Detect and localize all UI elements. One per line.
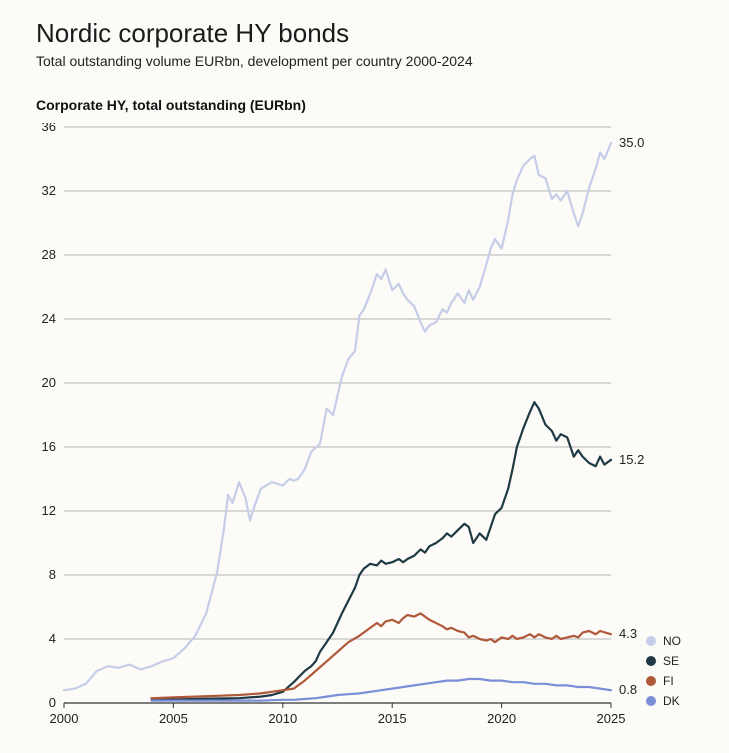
y-tick-label: 8 bbox=[49, 567, 56, 582]
legend-swatch bbox=[646, 676, 656, 686]
x-tick-label: 2010 bbox=[268, 711, 297, 726]
page-root: Nordic corporate HY bonds Total outstand… bbox=[0, 0, 729, 753]
legend-label: NO bbox=[663, 634, 681, 648]
y-tick-label: 28 bbox=[42, 247, 56, 262]
y-tick-label: 32 bbox=[42, 183, 56, 198]
y-tick-label: 12 bbox=[42, 503, 56, 518]
y-tick-label: 24 bbox=[42, 311, 56, 326]
x-tick-label: 2025 bbox=[597, 711, 626, 726]
legend-label: DK bbox=[663, 694, 680, 708]
y-tick-label: 16 bbox=[42, 439, 56, 454]
line-chart: 0 4 8 12 16 20 24 28 32 36 2000 2005 2010 2015 2020 202… bbox=[36, 123, 693, 733]
legend-swatch bbox=[646, 696, 656, 706]
end-label-NO: 35.0 bbox=[619, 135, 644, 150]
page-title: Nordic corporate HY bonds bbox=[36, 18, 693, 49]
x-tick-label: 2000 bbox=[50, 711, 79, 726]
y-tick-label: 0 bbox=[49, 695, 56, 710]
y-tick-label: 20 bbox=[42, 375, 56, 390]
chart-area: 0 4 8 12 16 20 24 28 32 36 2000 2005 2010 2015 2020 202… bbox=[36, 123, 693, 733]
x-tick-label: 2015 bbox=[378, 711, 407, 726]
legend-label: SE bbox=[663, 654, 679, 668]
series-FI bbox=[152, 613, 612, 698]
end-label-SE: 15.2 bbox=[619, 452, 644, 467]
page-subtitle: Total outstanding volume EURbn, developm… bbox=[36, 53, 693, 69]
legend-swatch bbox=[646, 636, 656, 646]
y-tick-label: 4 bbox=[49, 631, 56, 646]
end-label-FI: 4.3 bbox=[619, 626, 637, 641]
chart-title: Corporate HY, total outstanding (EURbn) bbox=[36, 97, 693, 113]
end-label-DK: 0.8 bbox=[619, 682, 637, 697]
y-tick-label: 36 bbox=[42, 123, 56, 134]
x-tick-label: 2020 bbox=[487, 711, 516, 726]
legend-label: FI bbox=[663, 674, 674, 688]
legend-swatch bbox=[646, 656, 656, 666]
x-tick-label: 2005 bbox=[159, 711, 188, 726]
